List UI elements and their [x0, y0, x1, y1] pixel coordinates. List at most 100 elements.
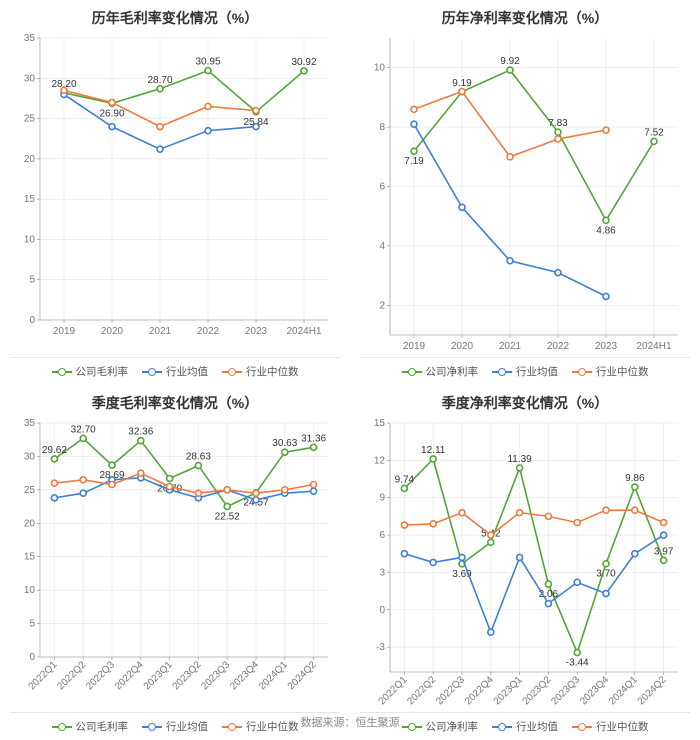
chart-grid: 历年毛利率变化情况（%） 051015202530352019202020212… [0, 0, 700, 710]
svg-text:2022Q4: 2022Q4 [463, 674, 496, 707]
svg-text:30.92: 30.92 [291, 57, 316, 68]
svg-text:35: 35 [24, 33, 36, 44]
svg-text:31.36: 31.36 [301, 433, 326, 444]
svg-text:30: 30 [24, 451, 36, 462]
legend-label: 公司毛利率 [76, 719, 129, 734]
svg-text:2019: 2019 [53, 326, 76, 337]
svg-text:2022Q3: 2022Q3 [84, 659, 117, 692]
legend-label: 行业中位数 [246, 364, 299, 379]
svg-text:10: 10 [24, 585, 36, 596]
legend-label: 公司净利率 [426, 364, 479, 379]
svg-text:0: 0 [29, 315, 35, 326]
svg-text:2022Q2: 2022Q2 [55, 659, 88, 692]
svg-text:2022Q2: 2022Q2 [405, 674, 438, 707]
legend-item-company: 公司毛利率 [52, 364, 129, 379]
svg-text:12: 12 [374, 455, 386, 466]
svg-text:2: 2 [379, 300, 385, 311]
svg-text:8: 8 [379, 122, 385, 133]
svg-text:2023: 2023 [245, 326, 268, 337]
svg-text:11.39: 11.39 [507, 454, 532, 465]
svg-text:15: 15 [374, 418, 386, 429]
title-net-quarterly: 季度净利率变化情况（%） [360, 393, 690, 413]
svg-text:3: 3 [379, 567, 385, 578]
legend-label: 行业均值 [516, 364, 558, 379]
svg-text:9.74: 9.74 [395, 474, 415, 485]
svg-text:28.70: 28.70 [147, 75, 172, 86]
svg-text:25: 25 [24, 114, 36, 125]
svg-text:2023Q4: 2023Q4 [228, 659, 261, 692]
svg-text:2022: 2022 [197, 326, 220, 337]
svg-text:25: 25 [24, 485, 36, 496]
svg-text:7.83: 7.83 [548, 118, 568, 129]
svg-text:2021: 2021 [149, 326, 172, 337]
svg-text:2023Q2: 2023Q2 [521, 674, 554, 707]
svg-text:6: 6 [379, 530, 385, 541]
svg-text:2022Q1: 2022Q1 [27, 659, 60, 692]
svg-text:2023Q1: 2023Q1 [492, 674, 525, 707]
svg-text:22.52: 22.52 [215, 511, 240, 522]
svg-text:2023Q3: 2023Q3 [199, 659, 232, 692]
plot-net-annual: 246810201920202021202220232024H17.199.19… [360, 32, 690, 355]
legend-label: 行业中位数 [246, 719, 299, 734]
svg-text:2024H1: 2024H1 [286, 326, 321, 337]
svg-text:2022Q3: 2022Q3 [434, 674, 467, 707]
legend-item-company: 公司净利率 [402, 719, 479, 734]
svg-text:3.97: 3.97 [654, 546, 674, 557]
svg-text:4: 4 [379, 241, 385, 252]
legend-item-industry_med: 行业中位数 [222, 719, 299, 734]
legend-net-annual: 公司净利率 行业均值行业中位数 [360, 357, 690, 381]
title-gross-quarterly: 季度毛利率变化情况（%） [10, 393, 340, 413]
svg-text:10: 10 [24, 234, 36, 245]
svg-text:15: 15 [24, 552, 36, 563]
legend-item-industry_med: 行业中位数 [572, 364, 649, 379]
svg-text:20: 20 [24, 154, 36, 165]
svg-text:2022Q4: 2022Q4 [113, 659, 146, 692]
svg-text:2023: 2023 [595, 341, 618, 352]
svg-text:2024Q2: 2024Q2 [636, 674, 669, 707]
legend-label: 行业中位数 [596, 719, 649, 734]
legend-label: 行业均值 [166, 719, 208, 734]
legend-gross-annual: 公司毛利率行业均值 行业中位数 [10, 357, 340, 381]
svg-text:0: 0 [379, 605, 385, 616]
svg-text:7.52: 7.52 [644, 127, 664, 138]
svg-text:2021: 2021 [499, 341, 522, 352]
legend-label: 行业均值 [516, 719, 558, 734]
svg-text:10: 10 [374, 63, 386, 74]
panel-net-annual: 历年净利率变化情况（%） 246810201920202021202220232… [350, 0, 700, 385]
svg-text:32.36: 32.36 [128, 427, 153, 438]
legend-item-industry_med: 行业中位数 [572, 719, 649, 734]
svg-text:20: 20 [24, 518, 36, 529]
svg-text:5: 5 [29, 275, 35, 286]
svg-text:35: 35 [24, 418, 36, 429]
svg-text:2020: 2020 [451, 341, 474, 352]
svg-text:2023Q1: 2023Q1 [142, 659, 175, 692]
svg-text:2023Q4: 2023Q4 [578, 674, 611, 707]
legend-item-industry_avg: 行业均值 [492, 719, 558, 734]
legend-label: 公司净利率 [426, 719, 479, 734]
svg-text:3.70: 3.70 [596, 569, 616, 580]
svg-text:29.62: 29.62 [42, 445, 67, 456]
svg-text:2024Q2: 2024Q2 [286, 659, 319, 692]
svg-text:12.11: 12.11 [421, 445, 446, 456]
svg-text:2023Q2: 2023Q2 [171, 659, 204, 692]
legend-item-industry_avg: 行业均值 [142, 364, 208, 379]
panel-net-quarterly: 季度净利率变化情况（%） -3036912152022Q12022Q22022Q… [350, 385, 700, 740]
legend-item-industry_med: 行业中位数 [222, 364, 299, 379]
svg-text:2022: 2022 [547, 341, 570, 352]
legend-net-quarterly: 公司净利率 行业均值 行业中位数 [360, 712, 690, 736]
svg-text:2019: 2019 [403, 341, 426, 352]
svg-text:2024H1: 2024H1 [636, 341, 671, 352]
svg-text:5: 5 [29, 619, 35, 630]
svg-text:2024Q1: 2024Q1 [257, 659, 290, 692]
svg-text:9.92: 9.92 [500, 56, 520, 67]
svg-text:2023Q3: 2023Q3 [549, 674, 582, 707]
svg-text:30.63: 30.63 [272, 438, 297, 449]
svg-text:7.19: 7.19 [404, 156, 424, 167]
svg-text:-3: -3 [376, 642, 385, 653]
svg-text:15: 15 [24, 194, 36, 205]
panel-gross-annual: 历年毛利率变化情况（%） 051015202530352019202020212… [0, 0, 350, 385]
legend-item-industry_avg: 行业均值 [142, 719, 208, 734]
plot-net-quarterly: -3036912152022Q12022Q22022Q32022Q42023Q1… [360, 417, 690, 710]
svg-text:30: 30 [24, 73, 36, 84]
svg-text:4.86: 4.86 [596, 225, 616, 236]
